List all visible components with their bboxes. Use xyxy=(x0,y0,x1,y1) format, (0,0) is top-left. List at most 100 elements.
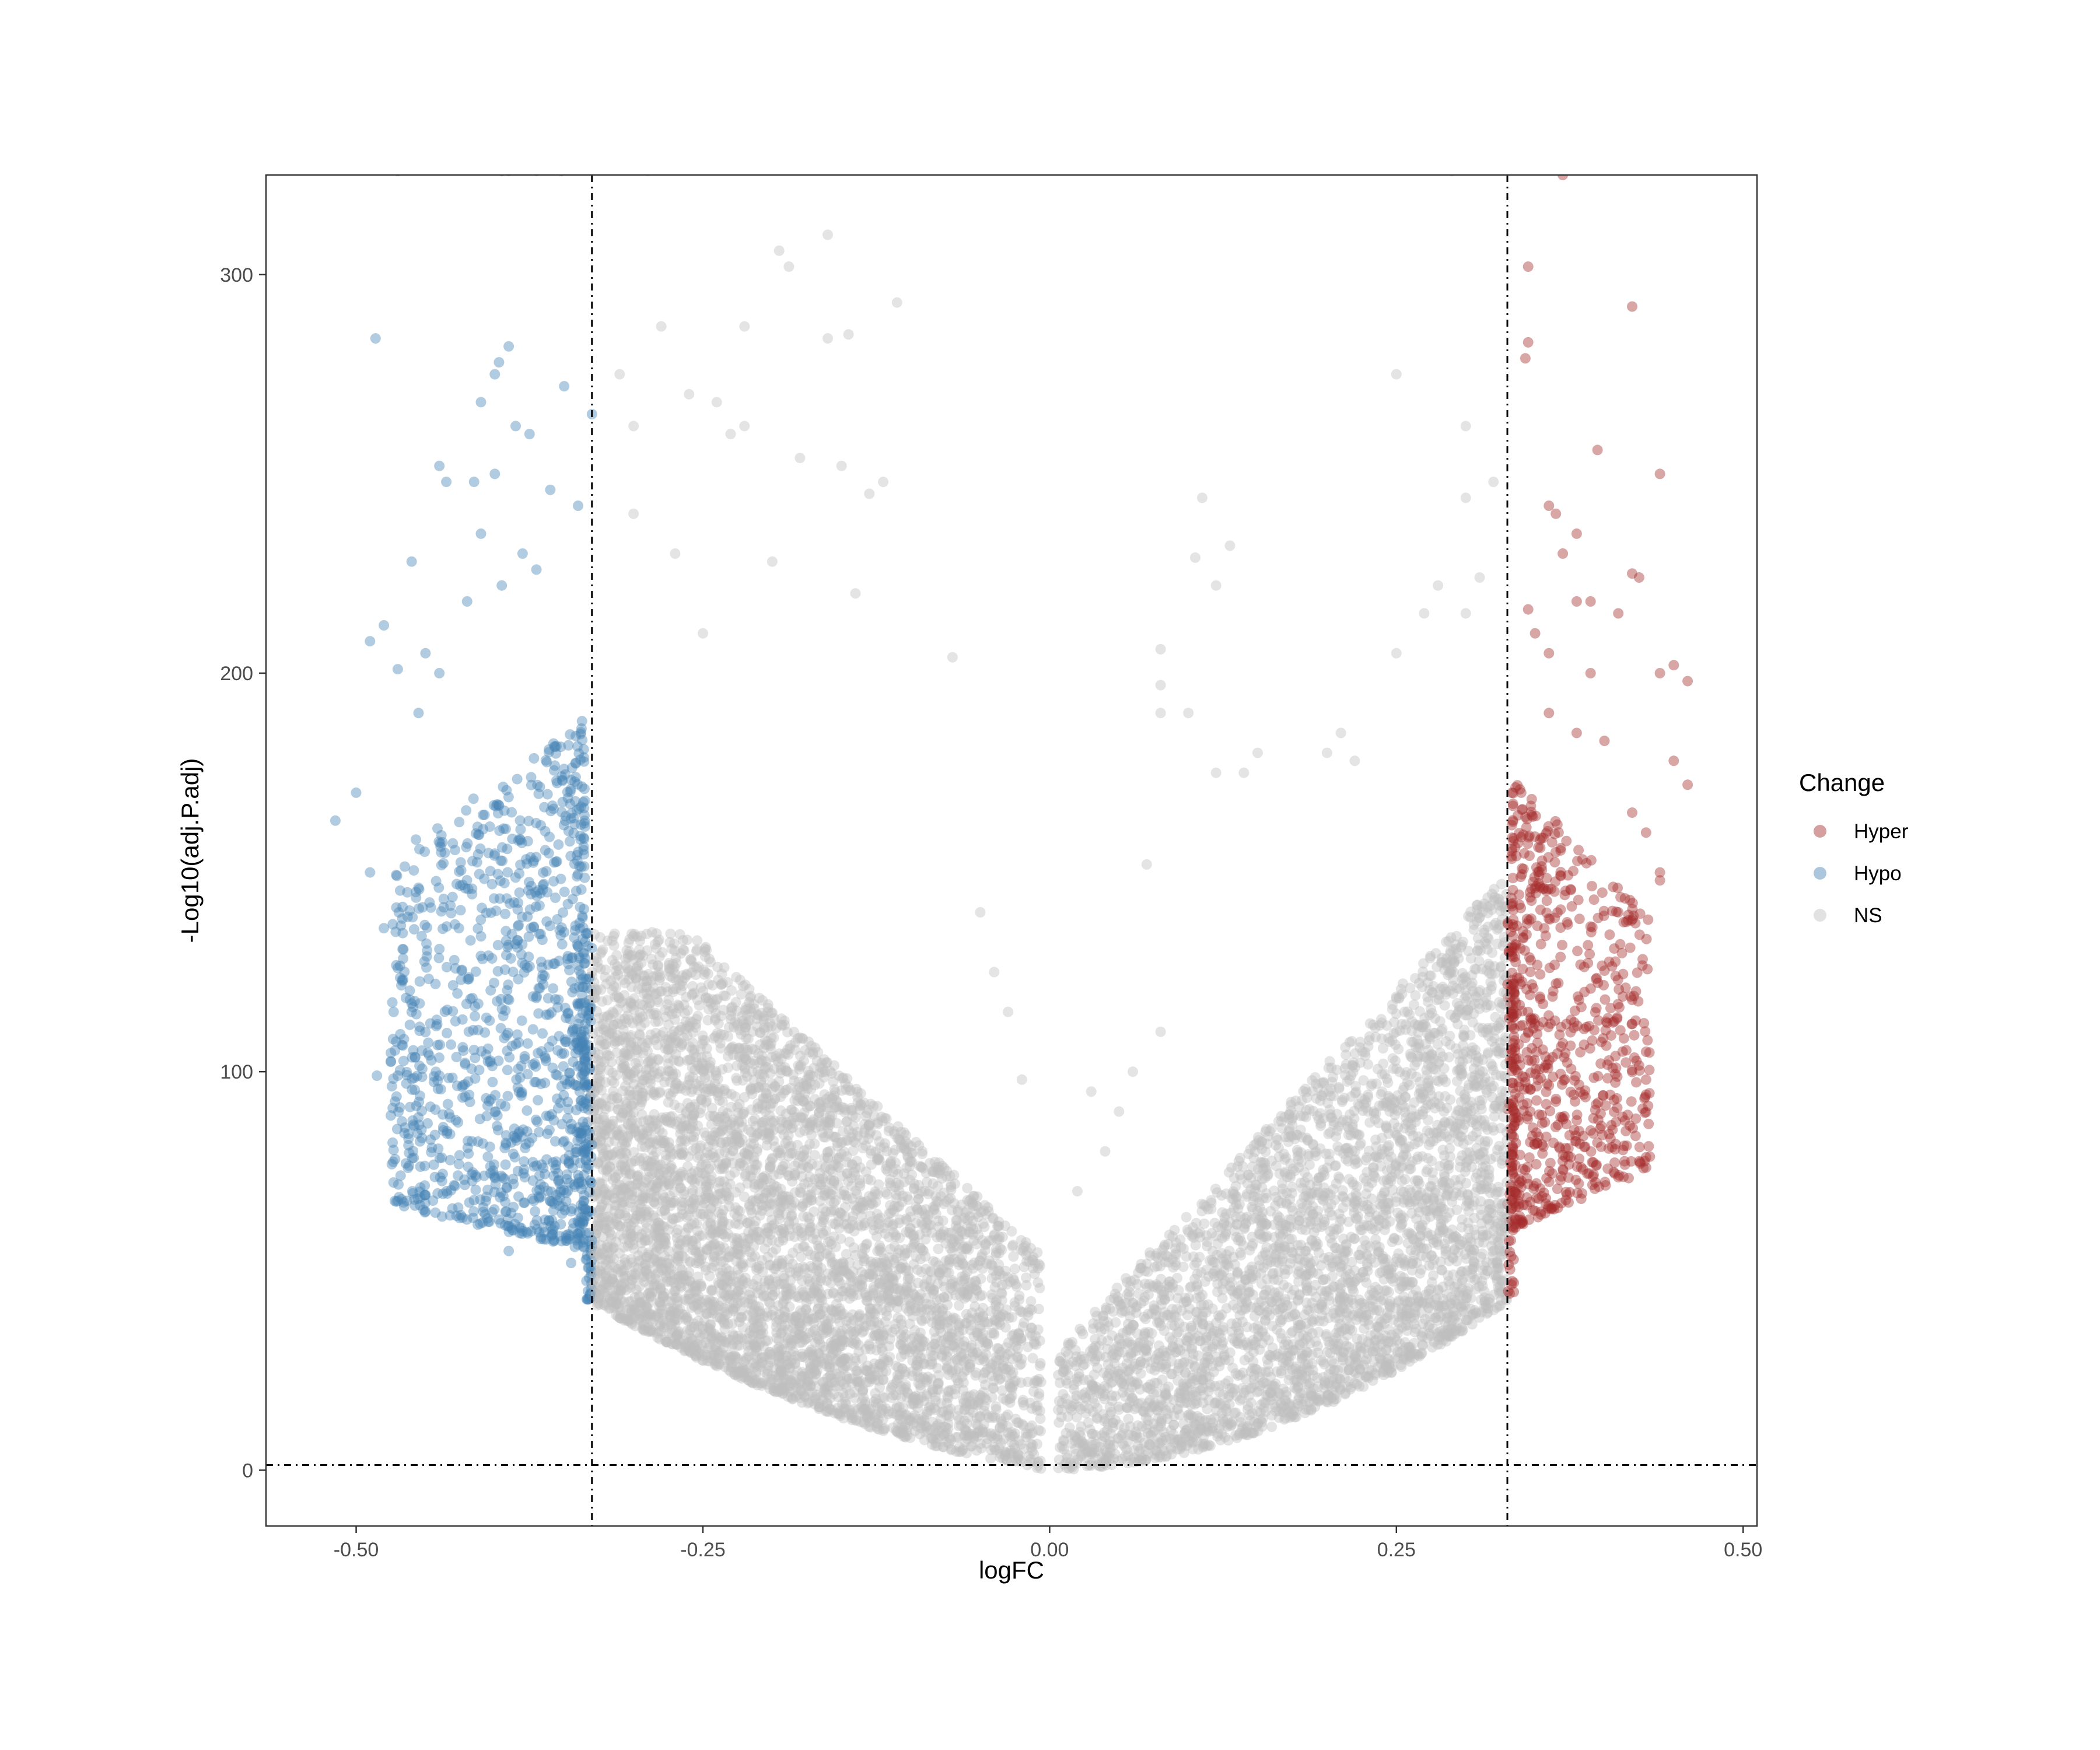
point-hyper xyxy=(1504,1264,1516,1275)
point-ns xyxy=(1462,1189,1473,1200)
point-ns xyxy=(1298,1086,1309,1097)
point-ns xyxy=(876,1304,887,1315)
point-ns xyxy=(692,935,703,946)
point-ns xyxy=(666,1296,677,1307)
point-ns xyxy=(626,950,638,961)
point-ns xyxy=(1199,1218,1210,1229)
point-ns xyxy=(1374,1100,1385,1111)
point-ns xyxy=(715,1111,726,1122)
point-ns xyxy=(601,1124,612,1135)
point-ns xyxy=(989,1329,1000,1340)
point-ns xyxy=(932,1164,943,1175)
point-ns xyxy=(1203,1426,1214,1437)
point-ns xyxy=(1105,1409,1116,1420)
point-ns xyxy=(1404,1356,1415,1367)
point-ns xyxy=(971,1223,982,1234)
point-ns xyxy=(1104,1303,1115,1314)
point-ns xyxy=(837,1334,848,1345)
point-ns xyxy=(799,1263,810,1274)
point-ns xyxy=(1462,1053,1473,1064)
point-ns xyxy=(741,1278,752,1289)
point-ns xyxy=(695,1208,706,1219)
point-ns xyxy=(1227,1416,1238,1427)
point-ns xyxy=(1310,1147,1321,1158)
point-ns xyxy=(1455,1114,1466,1125)
point-ns xyxy=(1016,1244,1027,1255)
point-ns xyxy=(663,1088,674,1099)
point-ns xyxy=(864,1128,875,1139)
point-ns xyxy=(635,1210,646,1222)
point-ns xyxy=(814,1401,825,1412)
point-ns xyxy=(782,1391,793,1402)
point-ns xyxy=(1343,1147,1354,1158)
point-ns xyxy=(839,1266,850,1277)
point-ns xyxy=(1224,1217,1236,1228)
point-ns xyxy=(706,1262,718,1273)
point-ns xyxy=(597,996,608,1007)
point-ns xyxy=(635,1297,646,1308)
point-ns xyxy=(840,1353,851,1364)
point-ns xyxy=(925,1359,936,1370)
point-ns xyxy=(1426,1004,1437,1015)
point-ns xyxy=(804,1279,815,1290)
point-ns xyxy=(1478,1237,1489,1248)
point-ns xyxy=(1326,1271,1338,1282)
point-ns xyxy=(944,1171,956,1181)
point-ns xyxy=(1154,1450,1166,1461)
point-ns xyxy=(832,1153,843,1164)
point-ns xyxy=(745,1233,755,1244)
point-ns xyxy=(1426,1156,1437,1167)
point-ns xyxy=(1113,1346,1124,1357)
point-ns xyxy=(620,1161,631,1172)
point-ns xyxy=(673,1335,684,1346)
point-ns xyxy=(784,1380,795,1391)
point-ns xyxy=(909,1410,921,1421)
point-ns xyxy=(660,1164,671,1175)
point-ns xyxy=(1438,1106,1450,1117)
point-ns xyxy=(682,1222,694,1233)
point-ns xyxy=(663,1035,674,1046)
point-ns xyxy=(911,1421,922,1432)
point-ns xyxy=(683,1196,694,1207)
point-ns xyxy=(760,1200,771,1212)
point-ns xyxy=(844,1293,855,1304)
point-ns xyxy=(834,1104,845,1115)
point-ns xyxy=(768,1032,779,1043)
point-ns xyxy=(779,1311,790,1322)
point-ns xyxy=(1468,1256,1479,1267)
point-ns xyxy=(1474,1069,1485,1080)
point-ns xyxy=(807,1363,818,1374)
point-ns xyxy=(783,1194,794,1205)
point-ns xyxy=(1378,1218,1390,1229)
point-ns xyxy=(926,1341,937,1352)
point-ns xyxy=(808,1284,820,1296)
point-hyper xyxy=(1507,1203,1518,1214)
point-ns xyxy=(643,1287,654,1298)
point-ns xyxy=(1139,1331,1150,1342)
point-ns xyxy=(734,1340,745,1351)
point-ns xyxy=(1410,990,1421,1001)
point-ns xyxy=(1250,1336,1261,1348)
point-ns xyxy=(1286,1408,1297,1419)
point-ns xyxy=(1255,1229,1266,1240)
point-ns xyxy=(975,1273,986,1284)
point-ns xyxy=(1293,1294,1304,1305)
point-ns xyxy=(1485,1000,1496,1011)
point-ns xyxy=(687,1240,698,1251)
point-ns xyxy=(1417,1106,1428,1117)
point-ns xyxy=(1113,1401,1124,1412)
point-ns xyxy=(1176,1441,1187,1452)
point-ns xyxy=(1436,1265,1447,1276)
point-ns xyxy=(1110,1415,1121,1426)
point-ns xyxy=(681,1295,692,1306)
point-ns xyxy=(645,1257,656,1268)
point-ns xyxy=(1166,1442,1177,1453)
point-ns xyxy=(1231,1191,1242,1202)
point-ns xyxy=(616,1266,627,1277)
point-ns xyxy=(615,1192,626,1202)
point-ns xyxy=(1260,1367,1271,1378)
point-ns xyxy=(845,1388,855,1399)
point-hypo xyxy=(581,928,592,939)
point-ns xyxy=(1300,1246,1311,1256)
